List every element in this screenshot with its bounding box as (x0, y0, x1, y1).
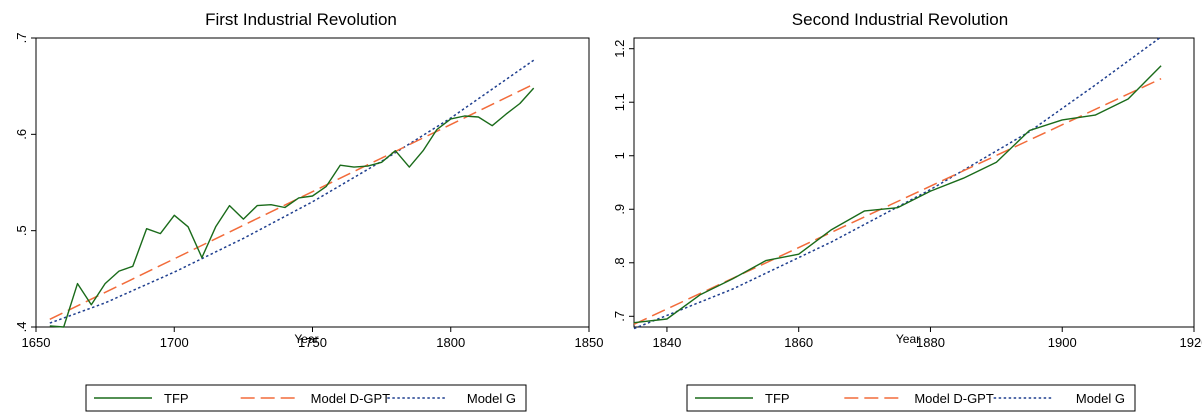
legend-label: Model D-GPT (311, 391, 391, 406)
legend-box (85, 384, 527, 412)
chart-panel-2: Second Industrial Revolution 1840 1860 1880… (612, 10, 1202, 412)
x-tick-label: 1700 (160, 335, 189, 350)
chart-title: Second Industrial Revolution (792, 10, 1008, 29)
series-line-model-d-gpt (49, 83, 535, 320)
x-tick-label: 1900 (1048, 335, 1077, 350)
x-axis-label: Year (294, 332, 318, 346)
x-tick-label: 1750 (298, 335, 327, 350)
legend-label: Model D-GPT (914, 391, 994, 406)
chart-title: First Industrial Revolution (205, 10, 397, 29)
y-tick-label: 1.1 (612, 93, 627, 111)
x-tick-label: 1650 (22, 335, 51, 350)
legend-label: TFP (765, 391, 790, 406)
x-tick-label: 1860 (784, 335, 813, 350)
chart-panel-1: First Industrial Revolution 1650 1700 1750 1… (14, 10, 604, 412)
plot-frame (633, 37, 1195, 328)
legend-label: Model G (467, 391, 516, 406)
x-axis-label: Year (896, 332, 920, 346)
plot-frame (35, 37, 590, 328)
x-tick-label: 1800 (436, 335, 465, 350)
series-line-model-g (49, 59, 535, 324)
series-line-tfp (633, 65, 1162, 324)
y-tick-label: .7 (612, 311, 627, 322)
legend-box (686, 384, 1136, 412)
x-tick-label: 1850 (575, 335, 604, 350)
x-tick-label: 1840 (652, 335, 681, 350)
legend-label: Model G (1076, 391, 1125, 406)
series-line-model-d-gpt (633, 78, 1162, 325)
y-tick-label: .5 (14, 225, 29, 236)
y-tick-label: .6 (14, 129, 29, 140)
y-tick-label: .7 (14, 33, 29, 44)
legend: TFP Model D-GPT Model G (85, 384, 527, 412)
x-tick-label: 1920 (1180, 335, 1202, 350)
y-tick-label: .4 (14, 322, 29, 333)
y-tick-label: 1 (612, 152, 627, 159)
series-line-model-g (633, 36, 1162, 330)
legend: TFP Model D-GPT Model G (686, 384, 1136, 412)
y-tick-label: 1.2 (612, 40, 627, 58)
y-tick-label: .8 (612, 257, 627, 268)
series-line-tfp (49, 87, 535, 328)
legend-label: TFP (164, 391, 189, 406)
x-tick-label: 1880 (916, 335, 945, 350)
y-tick-label: .9 (612, 204, 627, 215)
